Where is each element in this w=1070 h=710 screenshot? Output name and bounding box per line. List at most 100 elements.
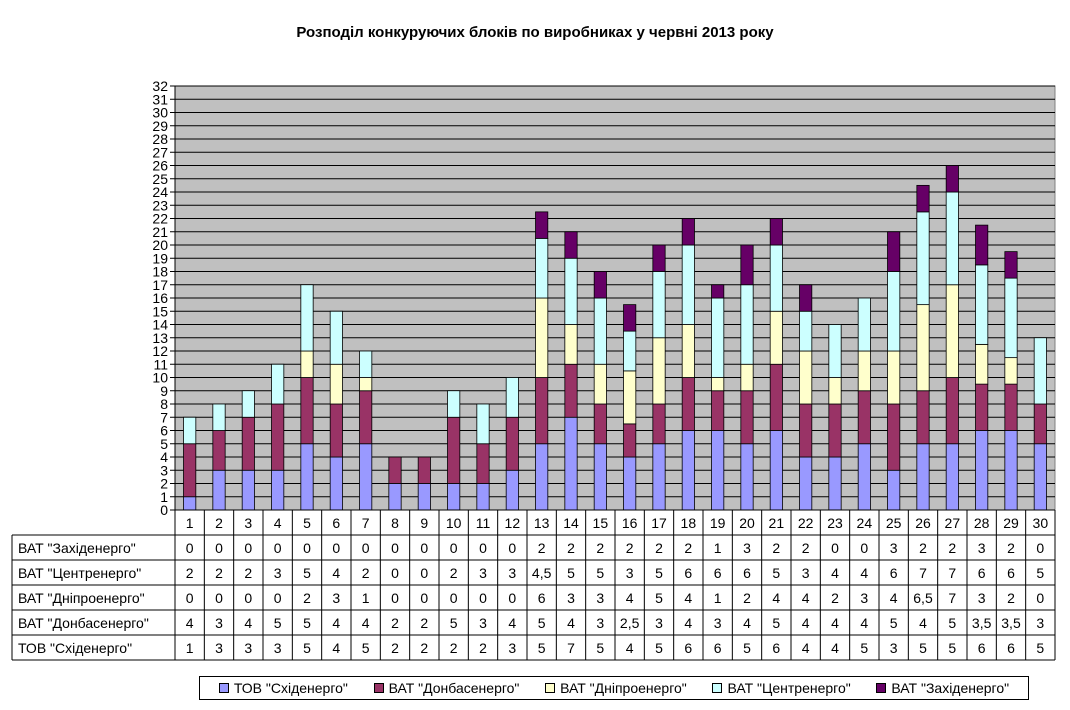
x-tick-label: 23	[827, 515, 843, 531]
data-label: 2	[391, 640, 399, 656]
bar-segment	[623, 330, 637, 372]
data-label: 3	[626, 565, 634, 581]
x-tick-label: 22	[798, 515, 814, 531]
data-label: 1	[362, 590, 370, 606]
data-label: 5	[596, 565, 604, 581]
bar-segment	[300, 443, 314, 511]
bar-segment	[652, 337, 666, 405]
table-series-name: ВАТ "Дніпроенерго"	[18, 590, 145, 606]
y-tick-label: 23	[152, 197, 168, 213]
bar-segment	[1004, 357, 1018, 385]
y-tick-label: 8	[160, 396, 168, 412]
x-tick-label: 30	[1033, 515, 1049, 531]
data-label: 2	[831, 590, 839, 606]
data-label: 2	[1007, 540, 1015, 556]
bar-segment	[359, 443, 373, 511]
bar-segment	[212, 403, 226, 431]
data-label: 2	[450, 640, 458, 656]
legend-label: ТОВ "Східенерго"	[233, 680, 348, 696]
data-label: 3	[567, 590, 575, 606]
data-label: 4	[626, 590, 634, 606]
bar-segment	[388, 483, 402, 511]
data-label: 4	[860, 615, 868, 631]
data-label: 3	[978, 540, 986, 556]
data-label: 5	[772, 565, 780, 581]
bar-segment	[681, 244, 695, 325]
bar-segment	[1004, 383, 1018, 431]
data-label: 6	[978, 565, 986, 581]
bar-segment	[593, 443, 607, 511]
y-tick-label: 27	[152, 144, 168, 160]
data-label: 0	[420, 540, 428, 556]
y-tick-label: 28	[152, 131, 168, 147]
bar-segment	[447, 390, 461, 418]
bar-segment	[887, 469, 901, 511]
bar-segment	[476, 443, 490, 484]
data-label: 0	[479, 540, 487, 556]
bar-segment	[417, 483, 431, 511]
data-label: 4	[743, 615, 751, 631]
bar-segment	[535, 297, 549, 378]
data-label: 6	[684, 565, 692, 581]
legend-swatch	[712, 683, 723, 693]
bar-segment	[241, 469, 255, 511]
y-tick-label: 1	[160, 489, 168, 505]
bar-segment	[975, 264, 989, 345]
data-label: 1	[714, 590, 722, 606]
data-label: 3	[714, 615, 722, 631]
x-tick-label: 7	[362, 515, 370, 531]
data-label: 3	[890, 640, 898, 656]
bar-segment	[711, 377, 725, 392]
data-label: 4	[831, 615, 839, 631]
y-tick-label: 20	[152, 237, 168, 253]
bar-segment	[945, 443, 959, 511]
data-label: 3	[655, 615, 663, 631]
data-label: 2	[420, 640, 428, 656]
data-label: 0	[831, 540, 839, 556]
data-label: 6	[890, 565, 898, 581]
legend-label: ВАТ "Донбасенерго"	[388, 680, 520, 696]
bar-segment	[652, 443, 666, 511]
data-label: 2	[919, 540, 927, 556]
data-label: 5	[948, 615, 956, 631]
x-tick-label: 9	[420, 515, 428, 531]
bar-segment	[329, 363, 343, 405]
data-label: 3	[596, 590, 604, 606]
data-label: 0	[274, 540, 282, 556]
bar-segment	[769, 218, 783, 246]
bar-segment	[476, 403, 490, 445]
bar-segment	[828, 456, 842, 511]
x-tick-label: 5	[303, 515, 311, 531]
data-label: 2	[538, 540, 546, 556]
bar-segment	[593, 403, 607, 445]
bar-segment	[975, 224, 989, 266]
table-series-name: ВАТ "Центренерго"	[18, 565, 141, 581]
data-label: 3	[274, 565, 282, 581]
data-label: 4	[332, 640, 340, 656]
bar-segment	[799, 350, 813, 405]
data-label: 6	[772, 640, 780, 656]
bar-segment	[359, 350, 373, 378]
data-label: 7	[567, 640, 575, 656]
data-label: 2	[772, 540, 780, 556]
bar-segment	[300, 350, 314, 378]
data-label: 4	[684, 590, 692, 606]
bar-segment	[711, 390, 725, 431]
bar-segment	[447, 416, 461, 484]
data-label: 6	[743, 565, 751, 581]
bar-segment	[799, 403, 813, 458]
data-label: 0	[362, 540, 370, 556]
bar-segment	[740, 390, 754, 445]
data-label: 4	[332, 615, 340, 631]
data-label: 6	[538, 590, 546, 606]
bar-segment	[535, 211, 549, 239]
x-tick-label: 3	[244, 515, 252, 531]
data-label: 5	[919, 640, 927, 656]
data-label: 6	[684, 640, 692, 656]
x-tick-label: 11	[476, 515, 491, 531]
data-label: 0	[332, 540, 340, 556]
table-series-name: ВАТ "Донбасенерго"	[18, 615, 149, 631]
bar-segment	[828, 324, 842, 378]
bar-segment	[564, 257, 578, 325]
bar-segment	[593, 363, 607, 405]
